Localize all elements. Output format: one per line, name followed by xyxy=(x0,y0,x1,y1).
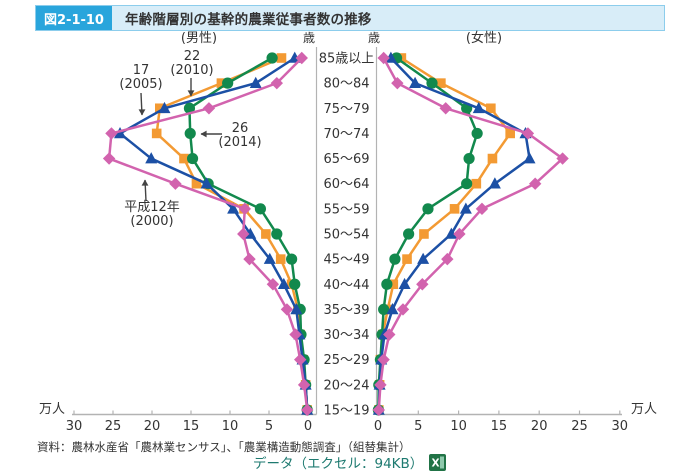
female-axis-tick: 30 xyxy=(612,419,629,434)
age-group-label: 45～49 xyxy=(323,253,369,268)
age-group-label: 15～19 xyxy=(323,403,369,418)
male-axis-tick: 25 xyxy=(105,419,122,434)
age-group-label: 30～34 xyxy=(323,328,369,343)
svg-text:(2000): (2000) xyxy=(130,214,173,229)
age-axis-label-left: 歳 xyxy=(303,31,315,45)
male-unit-label: 万人 xyxy=(39,402,65,417)
age-group-label: 60～64 xyxy=(323,177,369,192)
male-axis-tick: 5 xyxy=(265,419,273,434)
svg-text:X: X xyxy=(432,457,440,469)
age-group-label: 55～59 xyxy=(323,202,369,217)
excel-icon: X xyxy=(429,453,447,471)
age-axis-label-right: 歳 xyxy=(368,31,380,45)
female-axis-tick: 20 xyxy=(531,419,548,434)
female-axis-tick: 25 xyxy=(571,419,588,434)
female-unit-label: 万人 xyxy=(631,402,657,417)
female-axis-tick: 15 xyxy=(491,419,508,434)
female-panel-label: (女性) xyxy=(466,30,502,46)
excel-data-link-label: データ（エクセル：94KB） xyxy=(253,456,424,472)
female-axis-tick: 0 xyxy=(374,419,382,434)
legend-annotation xyxy=(141,179,149,202)
svg-text:(2014): (2014) xyxy=(218,135,261,150)
age-group-label: 80～84 xyxy=(323,77,369,92)
age-group-label: 25～29 xyxy=(323,353,369,368)
age-group-label: 40～44 xyxy=(323,278,369,293)
age-group-label: 75～79 xyxy=(323,102,369,117)
age-group-label: 65～69 xyxy=(323,152,369,167)
female-axis-tick: 10 xyxy=(450,419,467,434)
svg-text:26: 26 xyxy=(232,121,249,136)
source-note: 資料：農林水産省「農林業センサス」、「農業構造動態調査」（組替集計） xyxy=(37,440,411,454)
svg-text:22: 22 xyxy=(184,49,201,64)
age-group-label: 50～54 xyxy=(323,227,369,242)
figure-title: 年齢階層別の基幹的農業従事者数の推移 xyxy=(125,12,372,28)
age-group-label: 20～24 xyxy=(323,378,369,393)
svg-text:17: 17 xyxy=(133,63,150,78)
male-axis-tick: 0 xyxy=(304,419,312,434)
legend-annotation xyxy=(187,78,195,97)
legend-annotation xyxy=(138,92,146,116)
series-平成12年（2000） xyxy=(102,51,569,417)
legend-annotation xyxy=(200,130,222,138)
figure-number-badge: 図2-1-10 xyxy=(36,6,112,30)
age-group-label: 70～74 xyxy=(323,127,369,142)
male-axis-tick: 30 xyxy=(66,419,83,434)
svg-text:平成12年: 平成12年 xyxy=(124,200,180,215)
male-axis-tick: 10 xyxy=(222,419,239,434)
svg-text:(2005): (2005) xyxy=(119,77,162,92)
male-axis-tick: 15 xyxy=(183,419,200,434)
female-axis-tick: 5 xyxy=(414,419,422,434)
age-group-label: 85歳以上 xyxy=(319,52,375,67)
figure-header-bar: 図2-1-10 年齢階層別の基幹的農業従事者数の推移 xyxy=(35,5,665,31)
male-axis-tick: 20 xyxy=(144,419,161,434)
age-group-label: 35～39 xyxy=(323,303,369,318)
svg-text:(2010): (2010) xyxy=(170,63,213,78)
male-panel-label: (男性) xyxy=(181,31,217,46)
excel-data-link[interactable]: データ（エクセル：94KB） X xyxy=(253,452,447,472)
